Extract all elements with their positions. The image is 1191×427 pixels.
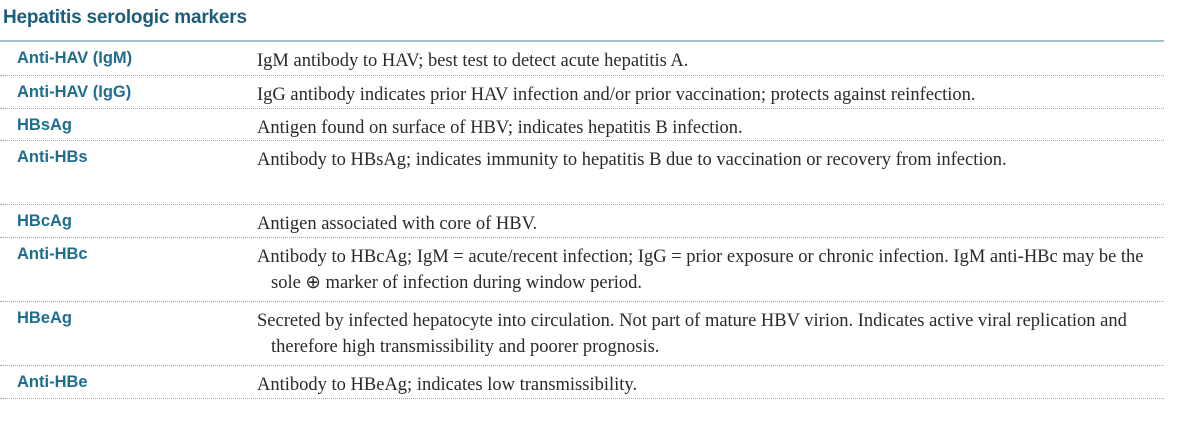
table-title: Hepatitis serologic markers bbox=[3, 7, 247, 28]
marker-definition: Antigen associated with core of HBV. bbox=[257, 214, 538, 234]
table-row: Anti-HBc Antibody to HBcAg; IgM = acute/… bbox=[0, 238, 1164, 302]
marker-term: Anti-HAV (IgG) bbox=[17, 83, 132, 101]
marker-term: HBsAg bbox=[17, 116, 73, 134]
table-row: Anti-HAV (IgM) IgM antibody to HAV; best… bbox=[0, 42, 1164, 76]
table-row: HBcAg Antigen associated with core of HB… bbox=[0, 205, 1164, 238]
table-row: HBsAg Antigen found on surface of HBV; i… bbox=[0, 109, 1164, 141]
marker-term: HBeAg bbox=[17, 309, 73, 327]
marker-definition: Antibody to HBcAg; IgM = acute/recent in… bbox=[257, 247, 1144, 293]
marker-definition: IgM antibody to HAV; best test to detect… bbox=[257, 51, 689, 71]
table-row: Anti-HAV (IgG) IgG antibody indicates pr… bbox=[0, 76, 1164, 109]
table-row: Anti-HBe Antibody to HBeAg; indicates lo… bbox=[0, 366, 1164, 399]
table-row: HBeAg Secreted by infected hepatocyte in… bbox=[0, 302, 1164, 366]
marker-definition: Antibody to HBeAg; indicates low transmi… bbox=[257, 375, 638, 395]
marker-term: Anti-HBc bbox=[17, 245, 88, 263]
serologic-markers-table: Anti-HAV (IgM) IgM antibody to HAV; best… bbox=[0, 42, 1164, 399]
marker-term: Anti-HBs bbox=[17, 148, 88, 166]
marker-term: Anti-HBe bbox=[17, 373, 88, 391]
marker-definition: Antibody to HBsAg; indicates immunity to… bbox=[257, 150, 1007, 170]
table-row: Anti-HBs Antibody to HBsAg; indicates im… bbox=[0, 141, 1164, 205]
marker-definition: Antigen found on surface of HBV; indicat… bbox=[257, 118, 743, 138]
marker-definition: IgG antibody indicates prior HAV infecti… bbox=[257, 85, 976, 105]
marker-term: HBcAg bbox=[17, 212, 73, 230]
marker-term: Anti-HAV (IgM) bbox=[17, 49, 133, 67]
header-rule bbox=[0, 40, 1164, 42]
marker-definition: Secreted by infected hepatocyte into cir… bbox=[257, 311, 1127, 357]
